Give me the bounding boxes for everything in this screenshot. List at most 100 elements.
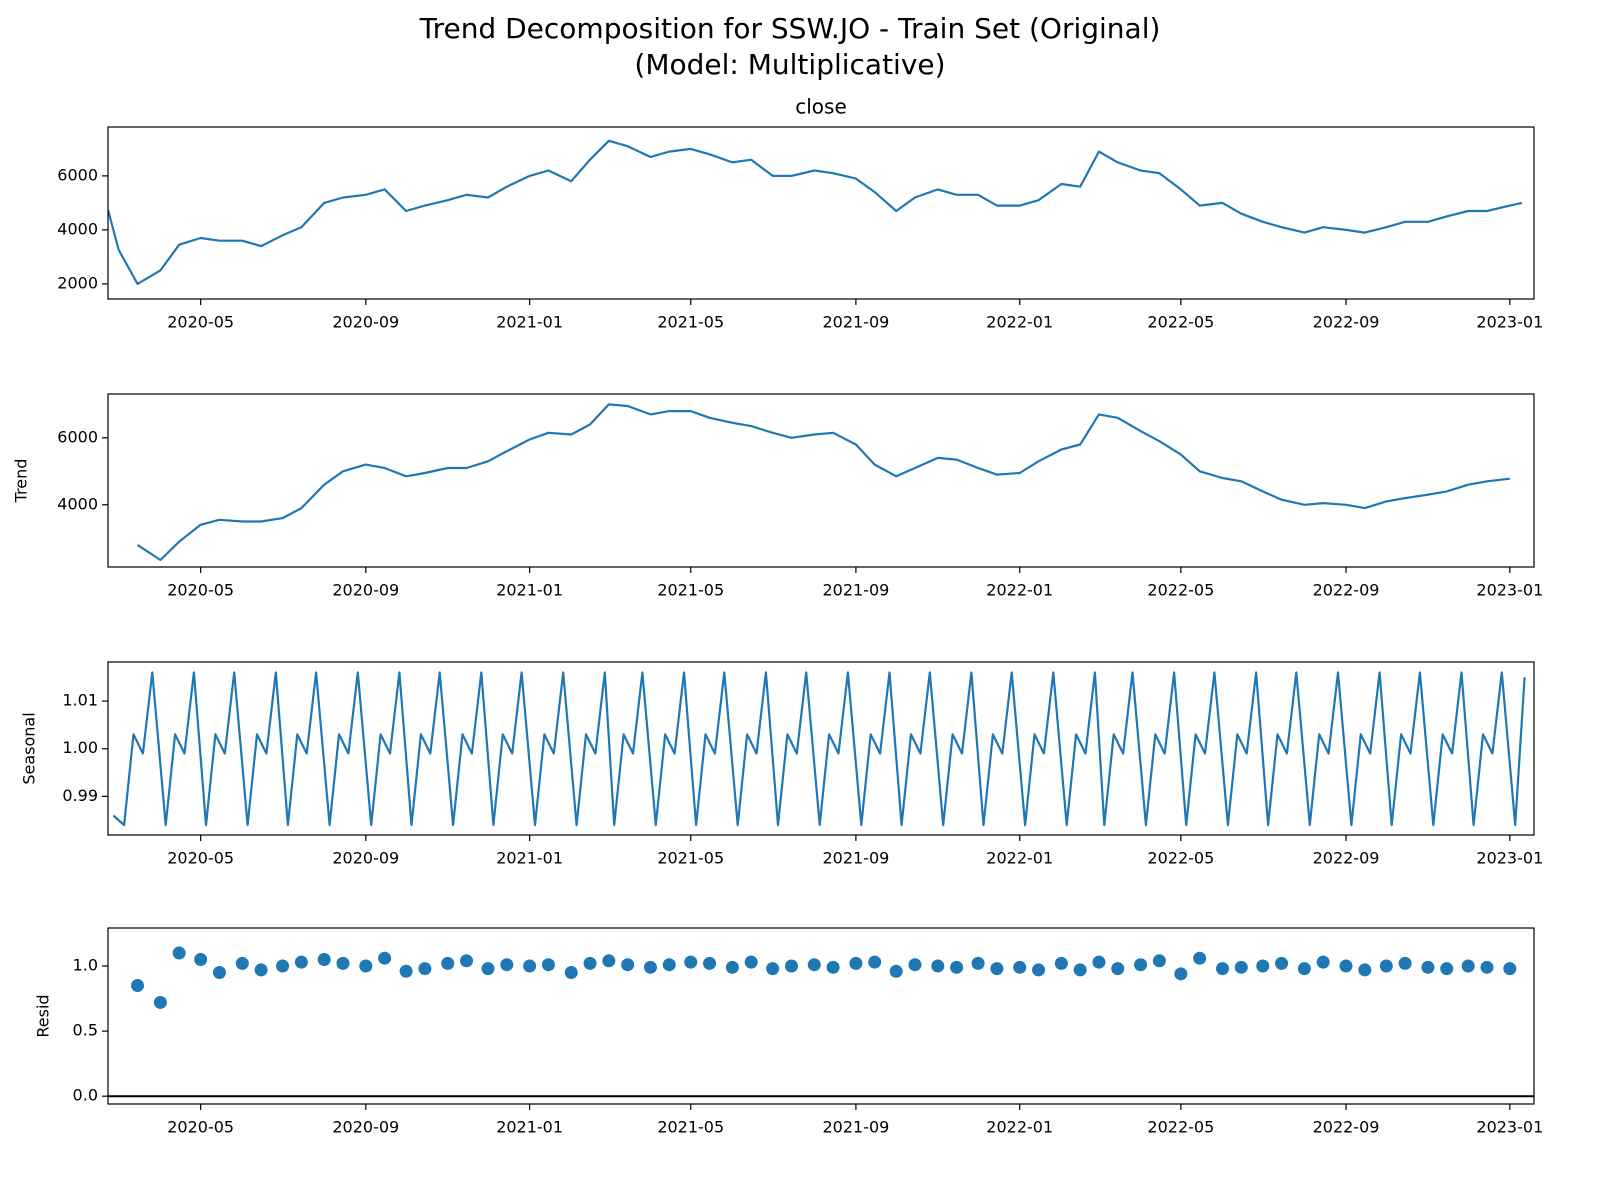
y-tick-label: 0.99 bbox=[62, 786, 98, 805]
x-tick-label: 2023-01 bbox=[1476, 1118, 1543, 1137]
resid-point bbox=[1111, 962, 1125, 976]
x-tick-label: 2021-05 bbox=[657, 849, 724, 868]
series-line bbox=[136, 403, 1510, 562]
resid-point bbox=[500, 958, 514, 972]
resid-point bbox=[1440, 962, 1454, 976]
resid-point bbox=[541, 958, 555, 972]
x-tick-label: 2022-09 bbox=[1313, 313, 1380, 332]
y-tick-label: 6000 bbox=[57, 427, 98, 446]
resid-point bbox=[807, 958, 821, 972]
resid-point bbox=[889, 964, 903, 978]
resid-point bbox=[1054, 956, 1068, 970]
resid-point bbox=[868, 955, 882, 969]
y-tick-label: 0.5 bbox=[73, 1021, 98, 1040]
x-tick-label: 2022-01 bbox=[986, 581, 1053, 600]
x-tick-label: 2022-05 bbox=[1147, 581, 1214, 600]
resid-point bbox=[1503, 962, 1517, 976]
x-tick-label: 2022-09 bbox=[1313, 849, 1380, 868]
axes-frame bbox=[107, 393, 1535, 568]
resid-point bbox=[1358, 963, 1372, 977]
resid-point bbox=[643, 960, 657, 974]
resid-point bbox=[908, 958, 922, 972]
x-tick-label: 2021-09 bbox=[822, 1118, 889, 1137]
resid-point bbox=[744, 955, 758, 969]
x-tick-label: 2021-09 bbox=[822, 849, 889, 868]
x-tick-label: 2020-09 bbox=[332, 849, 399, 868]
resid-point bbox=[254, 963, 268, 977]
resid-point bbox=[194, 953, 208, 967]
y-tick-label: 1.01 bbox=[62, 691, 98, 710]
resid-point bbox=[418, 962, 432, 976]
resid-point bbox=[1092, 955, 1106, 969]
resid-point bbox=[621, 958, 635, 972]
resid-point bbox=[276, 959, 290, 973]
resid-point bbox=[317, 953, 331, 967]
resid-point bbox=[1379, 959, 1393, 973]
y-tick-label: 1.0 bbox=[73, 956, 98, 975]
resid-point bbox=[1152, 954, 1166, 968]
panel-title: close bbox=[795, 95, 847, 119]
figure-title: (Model: Multiplicative) bbox=[634, 48, 945, 81]
x-tick-label: 2021-01 bbox=[496, 1118, 563, 1137]
x-tick-label: 2022-01 bbox=[986, 849, 1053, 868]
resid-point bbox=[172, 946, 186, 960]
axes-frame bbox=[107, 126, 1535, 300]
series-line bbox=[108, 139, 1523, 285]
resid-point bbox=[766, 962, 780, 976]
resid-point bbox=[826, 960, 840, 974]
resid-point bbox=[1339, 959, 1353, 973]
x-tick-label: 2020-09 bbox=[332, 581, 399, 600]
resid-point bbox=[1234, 960, 1248, 974]
x-tick-label: 2020-09 bbox=[332, 313, 399, 332]
x-tick-label: 2020-05 bbox=[167, 849, 234, 868]
y-tick-label: 2000 bbox=[57, 273, 98, 292]
resid-point bbox=[523, 959, 537, 973]
y-tick-label: 0.0 bbox=[73, 1086, 98, 1105]
resid-point bbox=[684, 955, 698, 969]
resid-point bbox=[441, 956, 455, 970]
resid-point bbox=[481, 962, 495, 976]
axes-frame bbox=[107, 927, 1535, 1105]
x-tick-label: 2021-05 bbox=[657, 581, 724, 600]
panel: Resid 0.0 0.5 1.0 2020-05 2020-09 2021-01 2021-… bbox=[34, 927, 1543, 1137]
resid-point bbox=[399, 964, 413, 978]
x-tick-label: 2022-05 bbox=[1147, 1118, 1214, 1137]
y-tick-label: 4000 bbox=[57, 494, 98, 513]
resid-point bbox=[1013, 960, 1027, 974]
resid-point bbox=[950, 960, 964, 974]
resid-point bbox=[153, 995, 167, 1009]
x-tick-label: 2021-01 bbox=[496, 313, 563, 332]
y-axis-label: Resid bbox=[34, 994, 53, 1037]
resid-point bbox=[1316, 955, 1330, 969]
resid-point bbox=[1073, 963, 1087, 977]
panel: close 2000 4000 6000 2020-05 2020-09 2021-01 20… bbox=[57, 95, 1543, 332]
resid-point bbox=[1174, 967, 1188, 981]
resid-point bbox=[583, 956, 597, 970]
resid-point bbox=[990, 962, 1004, 976]
plot-area bbox=[136, 403, 1510, 562]
resid-point bbox=[378, 951, 392, 965]
x-tick-label: 2022-01 bbox=[986, 313, 1053, 332]
resid-point bbox=[235, 956, 249, 970]
resid-point bbox=[725, 960, 739, 974]
x-tick-label: 2022-09 bbox=[1313, 1118, 1380, 1137]
resid-point bbox=[1461, 959, 1475, 973]
x-tick-label: 2021-05 bbox=[657, 313, 724, 332]
resid-point bbox=[359, 959, 373, 973]
resid-point bbox=[1421, 960, 1435, 974]
resid-point bbox=[971, 956, 985, 970]
y-axis-label: Trend bbox=[12, 459, 31, 504]
resid-point bbox=[1480, 960, 1494, 974]
y-tick-label: 1.00 bbox=[62, 738, 98, 757]
resid-point bbox=[1134, 958, 1148, 972]
panel: Seasonal 0.99 1.00 1.01 2020-05 2020-09 2021-0… bbox=[20, 661, 1543, 868]
x-tick-label: 2021-09 bbox=[822, 581, 889, 600]
plot-area bbox=[112, 671, 1526, 827]
x-tick-label: 2021-01 bbox=[496, 849, 563, 868]
axes-frame bbox=[107, 661, 1535, 836]
x-tick-label: 2023-01 bbox=[1476, 581, 1543, 600]
x-tick-label: 2023-01 bbox=[1476, 849, 1543, 868]
resid-point bbox=[1215, 962, 1229, 976]
x-tick-label: 2022-09 bbox=[1313, 581, 1380, 600]
resid-point bbox=[460, 954, 474, 968]
